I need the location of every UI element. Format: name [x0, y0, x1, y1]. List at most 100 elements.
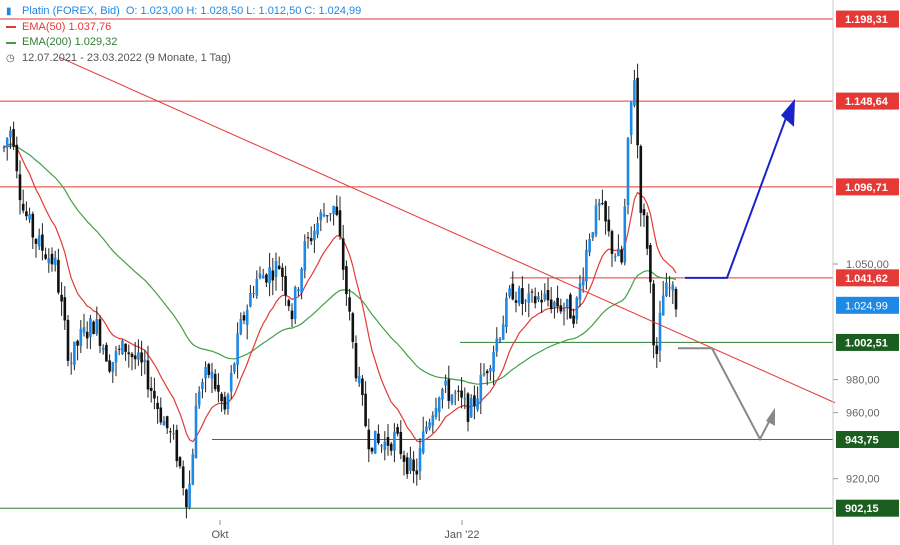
level-label-bg	[836, 499, 899, 517]
candle-body	[658, 312, 662, 351]
candle-body	[265, 274, 268, 283]
candle-body	[220, 393, 223, 402]
candle-body	[5, 138, 9, 148]
ema200-path	[3, 145, 677, 385]
ema50-line	[3, 143, 677, 443]
candle-body	[652, 283, 655, 346]
candle-body	[581, 278, 585, 286]
candle-body	[332, 205, 335, 214]
candle-body	[485, 370, 489, 374]
candle-body	[226, 394, 230, 410]
candle-body	[668, 287, 671, 289]
candle-body	[633, 80, 636, 106]
candle-body	[2, 146, 6, 149]
candle-body	[674, 288, 678, 310]
candle-body	[671, 284, 675, 291]
candle-body	[153, 390, 156, 399]
candle-body	[543, 293, 547, 300]
candle-body	[604, 201, 607, 222]
candle-body	[297, 289, 300, 292]
candle-body	[607, 219, 611, 232]
y-tick-label: 920,00	[846, 474, 880, 486]
candle-body	[137, 352, 140, 360]
candle-body	[117, 348, 121, 350]
candle-body	[524, 300, 527, 302]
candle-body	[418, 448, 422, 472]
candle-body	[44, 254, 47, 259]
candle-body	[121, 340, 124, 354]
projection-arrows	[678, 98, 795, 442]
candle-body	[53, 257, 57, 265]
candle-body	[293, 287, 297, 319]
candle-body	[370, 447, 374, 452]
ema200-line	[3, 145, 677, 385]
candle-body	[585, 249, 588, 282]
candle-body	[114, 350, 118, 363]
candle-body	[25, 211, 28, 217]
x-tick-label: Okt	[211, 529, 228, 541]
candle-body	[463, 398, 467, 400]
candle-body	[354, 343, 358, 379]
candle-body	[489, 367, 492, 372]
candle-body	[361, 378, 364, 396]
candle-body	[31, 213, 35, 238]
candle-body	[572, 315, 575, 324]
candle-body	[527, 293, 531, 303]
candle-body	[351, 313, 355, 342]
candle-body	[34, 239, 38, 244]
candle-body	[578, 283, 582, 300]
candle-body	[575, 297, 579, 320]
candle-body	[623, 206, 627, 263]
candle-body	[207, 364, 211, 376]
x-axis: Okt Jan '22	[211, 520, 480, 541]
candle-body	[521, 288, 524, 304]
candle-body	[655, 345, 659, 355]
candle-body	[501, 324, 505, 340]
candle-body	[357, 376, 361, 384]
chart-legend: ▮ Platin (FOREX, Bid) O: 1.023,00 H: 1.0…	[6, 4, 361, 66]
candle-body	[309, 238, 313, 242]
candle-body	[284, 275, 287, 296]
candle-body	[82, 327, 86, 333]
candle-body	[569, 294, 572, 319]
legend-ema200-row: EMA(200) 1.029,32	[6, 35, 361, 51]
candle-body	[373, 430, 377, 454]
instrument-label: Platin (FOREX, Bid)	[22, 5, 120, 17]
candle-body	[149, 387, 153, 391]
candle-body	[565, 299, 569, 308]
candle-body	[194, 405, 198, 459]
candle-body	[466, 393, 470, 422]
candle-body	[453, 392, 457, 394]
candle-body	[92, 321, 95, 335]
candle-body	[329, 213, 332, 215]
downtrend-line	[59, 57, 836, 404]
candle-body	[258, 273, 262, 279]
bearish-projection-arrow	[678, 347, 773, 442]
candle-body	[89, 318, 92, 337]
candle-body	[124, 343, 127, 352]
candle-body	[617, 248, 620, 257]
candle-body	[514, 300, 518, 303]
candle-body	[18, 174, 22, 201]
candle-body	[242, 315, 246, 321]
ema50-label: EMA(50) 1.037,76	[22, 20, 112, 33]
legend-period-row: ◷ 12.07.2021 - 23.03.2022 (9 Monate, 1 T…	[6, 51, 361, 67]
clock-icon: ◷	[6, 52, 15, 64]
candle-body	[412, 459, 415, 472]
candle-body	[213, 373, 217, 390]
last-close-label-bg	[836, 296, 899, 314]
candle-body	[386, 437, 390, 446]
candle-body	[185, 489, 188, 508]
level-label: 1.096,71	[845, 182, 888, 194]
candle-body	[367, 429, 371, 450]
candle-body	[341, 238, 345, 270]
candle-body	[610, 231, 614, 254]
candle-body	[511, 283, 515, 300]
y-tick-label: 980,00	[846, 375, 880, 387]
arrow-up-head-icon	[781, 98, 795, 127]
candle-body	[290, 310, 294, 320]
candle-body	[594, 205, 598, 235]
last-close-label: 1.024,99	[845, 300, 888, 312]
candle-body	[217, 384, 220, 392]
